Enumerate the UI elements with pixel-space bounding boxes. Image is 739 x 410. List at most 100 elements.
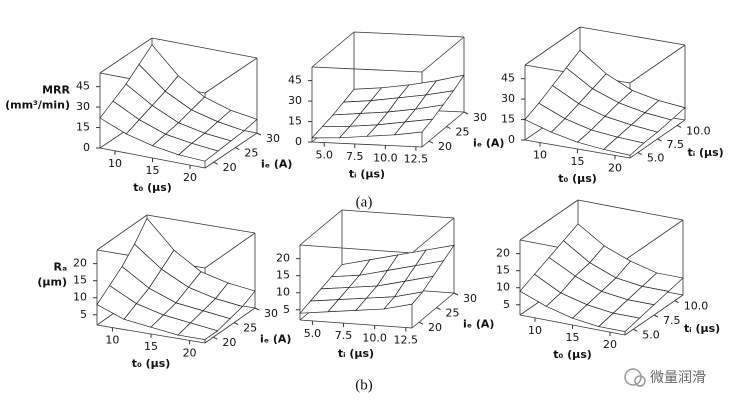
z-tick-label: 15 (276, 269, 290, 282)
z-tick-label: 15 (76, 121, 90, 134)
z-axis-label: (mm³/min) (5, 99, 70, 112)
y-tick-label: 7.5 (667, 138, 685, 151)
y-tick-label: 10.0 (684, 300, 709, 313)
y-tick (446, 126, 451, 130)
z-tick-label: 30 (288, 94, 302, 107)
box-edge (311, 31, 355, 68)
x-tick-label: 15 (144, 340, 158, 353)
box-edge (353, 31, 465, 38)
y-tick-label: 25 (244, 147, 258, 160)
box-edge (299, 209, 343, 246)
surface-cell (598, 312, 641, 332)
y-tick-label: 20 (223, 161, 237, 174)
z-axis-label: Rₐ (53, 261, 67, 274)
x-tick-label: 10 (105, 334, 119, 347)
box-edge (421, 36, 465, 73)
z-tick-label: 45 (501, 72, 515, 85)
x-tick-label: 15 (571, 155, 585, 168)
caption: (a) (356, 194, 373, 210)
z-tick-label: 20 (276, 252, 290, 265)
box-edge (311, 141, 423, 148)
box-edge (99, 37, 153, 74)
z-tick-label: 30 (76, 100, 90, 113)
z-tick-label: 15 (496, 264, 510, 277)
y-axis-label: tᵢ (μs) (688, 146, 724, 159)
box-edge (579, 26, 686, 46)
x-tick-label: 20 (603, 338, 617, 351)
x-tick-label: 15 (566, 331, 580, 344)
y-tick-label: 7.5 (663, 314, 681, 327)
surface-cell (177, 322, 219, 340)
surface-plot: 5 10 15 20 Rₐ (μm) 10 15 20 t₀ (μs) 20 25 30 iₑ (A) (37, 214, 291, 370)
y-tick-label: 20 (428, 321, 442, 334)
surface-cell (178, 142, 219, 162)
box-edge (629, 44, 686, 84)
y-tick (653, 314, 659, 318)
y-tick-label: 25 (456, 126, 470, 139)
x-tick-label: 12.5 (394, 334, 419, 347)
z-tick-label: 20 (496, 247, 510, 260)
y-tick-label: 5.0 (642, 328, 660, 341)
x-tick-label: 10.0 (373, 151, 398, 164)
z-tick-label: 5 (503, 298, 510, 311)
y-tick (418, 321, 424, 325)
box-edge (96, 214, 148, 251)
z-tick-label: 10 (276, 286, 290, 299)
box-edge (299, 319, 413, 329)
box-edge (151, 37, 258, 59)
y-axis-label: iₑ (A) (463, 318, 494, 331)
box-edge (341, 209, 455, 219)
x-axis-label: t₀ (μs) (132, 357, 171, 370)
x-tick-label: 15 (146, 164, 160, 177)
y-axis-label: iₑ (A) (260, 333, 291, 346)
y-tick-label: 10.0 (686, 124, 711, 137)
y-tick-label: 25 (243, 322, 257, 335)
x-tick-label: 7.5 (335, 329, 353, 342)
caption: (b) (355, 377, 373, 393)
y-tick-label: 30 (463, 292, 477, 305)
box-edge (524, 26, 581, 66)
y-axis-label: tᵢ (μs) (684, 322, 720, 335)
z-tick-label: 15 (288, 115, 302, 128)
box-edge (519, 199, 579, 241)
surface-plot: 5 10 15 20 10 15 20 t₀ (μs) 5.07.510.0 tᵢ (μs) (496, 199, 720, 361)
z-tick-label: 0 (83, 141, 90, 154)
z-tick-label: 45 (76, 80, 90, 93)
surface-plot: 0 15 30 45 MRR (mm³/min) 10 15 20 t₀ (μs) 20 25 30 iₑ… (5, 37, 292, 194)
y-tick (235, 147, 240, 151)
z-tick-label: 10 (496, 281, 510, 294)
z-axis-label: (μm) (37, 276, 67, 289)
z-tick-label: 10 (73, 291, 87, 304)
y-tick (463, 111, 469, 115)
x-tick-label: 5.0 (315, 149, 333, 162)
y-axis-label: iₑ (A) (473, 137, 504, 150)
x-axis-label: t₀ (μs) (133, 181, 172, 194)
y-tick (213, 336, 218, 340)
x-tick-label: 7.5 (346, 150, 364, 163)
y-tick-label: 25 (446, 307, 460, 320)
z-tick-label: 5 (80, 308, 87, 321)
y-tick (674, 300, 679, 304)
box-edge (204, 57, 258, 94)
box-edge (577, 199, 684, 221)
y-tick-label: 5.0 (647, 152, 665, 165)
y-tick (637, 152, 643, 156)
y-tick (428, 140, 434, 144)
z-tick-label: 20 (73, 257, 87, 270)
box-edge (204, 232, 256, 269)
z-tick-label: 30 (501, 92, 515, 105)
x-tick-label: 12.5 (404, 153, 429, 166)
z-tick-label: 5 (283, 303, 290, 316)
x-tick-label: 10 (108, 157, 122, 170)
y-tick-label: 20 (438, 140, 452, 153)
box-edge (624, 219, 684, 261)
y-tick (213, 161, 218, 165)
box-edge (299, 244, 413, 254)
y-tick (436, 307, 441, 311)
x-tick-label: 20 (183, 346, 197, 359)
y-tick (633, 328, 638, 332)
x-axis-label: t₀ (μs) (553, 348, 592, 361)
